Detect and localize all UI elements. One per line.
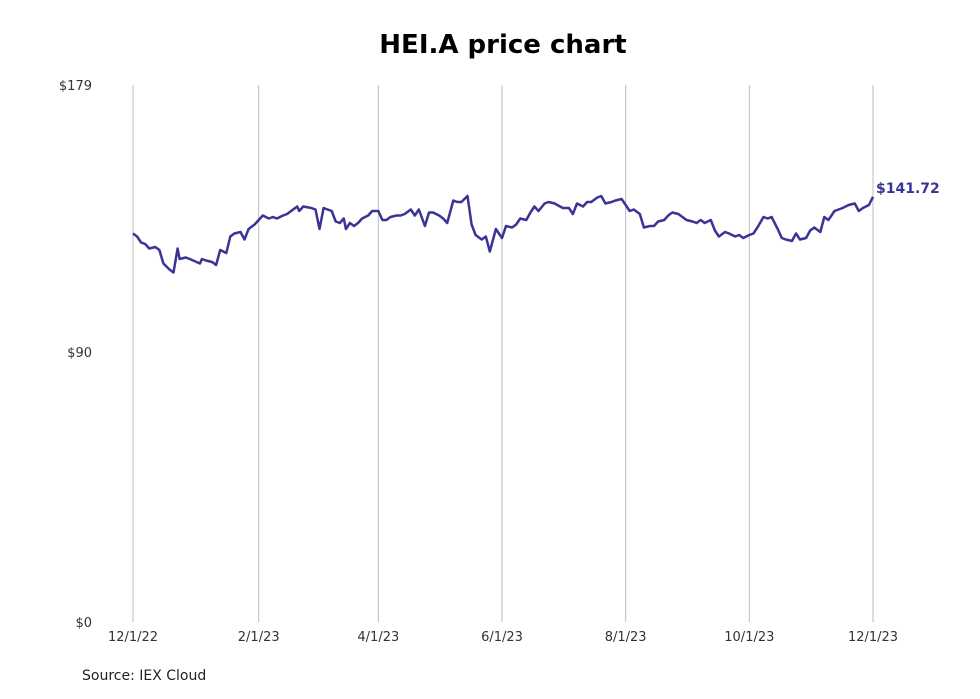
y-tick-label: $0 (75, 616, 92, 631)
y-tick-label: $179 (59, 79, 92, 94)
y-axis-ticks: $0 $90 $179 (59, 79, 92, 631)
x-tick-label: 8/1/23 (605, 630, 647, 645)
x-tick-label: 2/1/23 (238, 630, 280, 645)
x-tick-label: 12/1/22 (108, 630, 158, 645)
chart-title: HEI.A price chart (379, 30, 627, 60)
x-axis-ticks: 12/1/22 2/1/23 4/1/23 6/1/23 8/1/23 10/1/23 12… (108, 630, 898, 645)
last-price-label: $141.72 (876, 181, 940, 197)
x-tick-label: 4/1/23 (357, 630, 399, 645)
x-tick-label: 10/1/23 (724, 630, 774, 645)
gridlines (132, 85, 874, 622)
price-chart: 12/1/22 2/1/23 4/1/23 6/1/23 8/1/23 10/1/23 12… (59, 79, 940, 645)
y-tick-label: $90 (67, 346, 92, 361)
price-series-line (132, 194, 875, 274)
x-tick-label: 6/1/23 (481, 630, 523, 645)
x-tick-label: 12/1/23 (848, 630, 898, 645)
source-note: Source: IEX Cloud (82, 668, 207, 684)
